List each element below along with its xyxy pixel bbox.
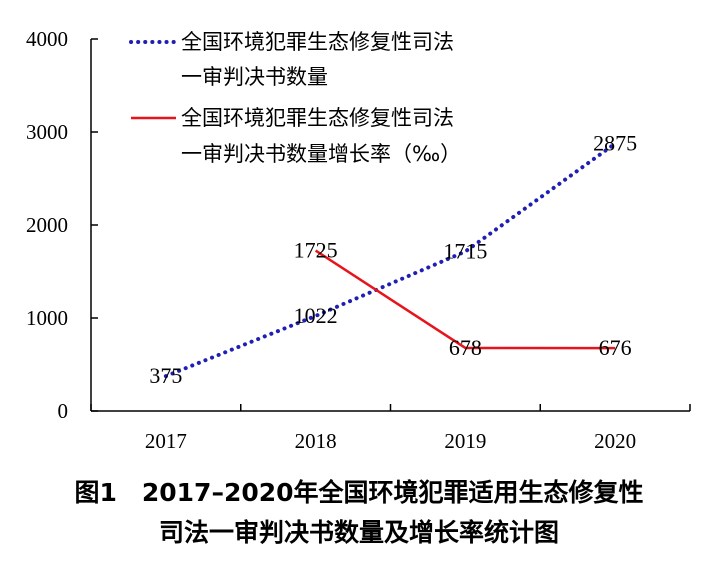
x-tick-label: 2018 <box>295 429 337 453</box>
legend-label: 一审判决书数量增长率（‰） <box>181 142 461 166</box>
series-line-2 <box>314 249 616 350</box>
data-label: 1022 <box>294 303 338 328</box>
y-tick-label: 4000 <box>26 27 68 51</box>
data-label: 678 <box>449 335 482 360</box>
legend-label: 全国环境犯罪生态修复性司法 <box>181 30 454 54</box>
y-tick-label: 0 <box>58 399 69 423</box>
y-tick-label: 2000 <box>26 213 68 237</box>
data-label: 1715 <box>443 239 487 264</box>
x-tick-label: 2019 <box>444 429 486 453</box>
y-tick-label: 1000 <box>26 306 68 330</box>
data-label: 375 <box>149 363 182 388</box>
line-chart: 0 1000 2000 3000 4000 2017 2018 2019 2020 375 10… <box>26 27 691 453</box>
y-axis-ticks: 0 1000 2000 3000 4000 <box>26 27 98 423</box>
x-axis-ticks: 2017 2018 2019 2020 <box>90 404 691 453</box>
data-label: 1725 <box>294 238 338 263</box>
x-tick-label: 2017 <box>145 429 187 453</box>
series-line-1 <box>163 141 618 379</box>
y-tick-label: 3000 <box>26 120 68 144</box>
figure-caption-line-1: 图1 2017–2020年全国环境犯罪适用生态修复性 <box>74 478 644 507</box>
legend-label: 全国环境犯罪生态修复性司法 <box>181 106 454 130</box>
data-labels: 375 1022 1715 2875 1725 678 676 <box>149 131 637 389</box>
series-layer <box>163 141 618 379</box>
figure-caption-line-2: 司法一审判决书数量及增长率统计图 <box>158 518 559 547</box>
x-tick-label: 2020 <box>594 429 636 453</box>
legend-label: 一审判决书数量 <box>181 65 328 89</box>
data-label: 676 <box>599 335 632 360</box>
legend: 全国环境犯罪生态修复性司法一审判决书数量全国环境犯罪生态修复性司法一审判决书数量… <box>129 30 461 166</box>
data-label: 2875 <box>593 131 637 156</box>
